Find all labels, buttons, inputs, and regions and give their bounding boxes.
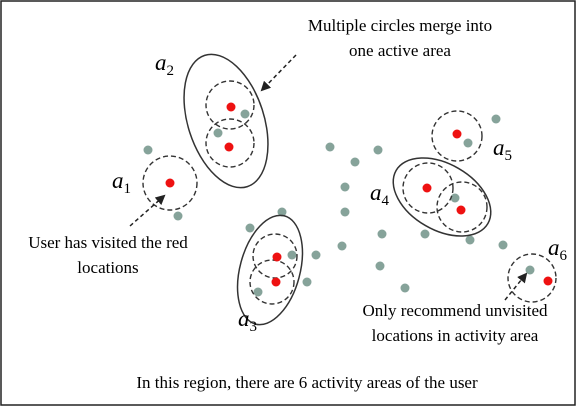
annotation: locations in activity area bbox=[372, 326, 539, 345]
area-label: a6 bbox=[548, 235, 568, 264]
area-label: a2 bbox=[155, 50, 174, 79]
arrows bbox=[129, 54, 528, 301]
annotation: Multiple circles merge into bbox=[308, 16, 492, 35]
area-label: a5 bbox=[493, 135, 512, 164]
area-label: a4 bbox=[370, 180, 390, 209]
area-label: a1 bbox=[112, 168, 131, 197]
annotation: User has visited the red bbox=[28, 233, 188, 252]
annotation: one active area bbox=[349, 41, 451, 60]
caption: In this region, there are 6 activity are… bbox=[136, 373, 478, 392]
grey-dots bbox=[143, 109, 535, 297]
annotation: locations bbox=[77, 258, 138, 277]
areas bbox=[142, 53, 557, 326]
annotation: Only recommend unvisited bbox=[362, 301, 548, 320]
area-label: a3 bbox=[238, 306, 257, 335]
